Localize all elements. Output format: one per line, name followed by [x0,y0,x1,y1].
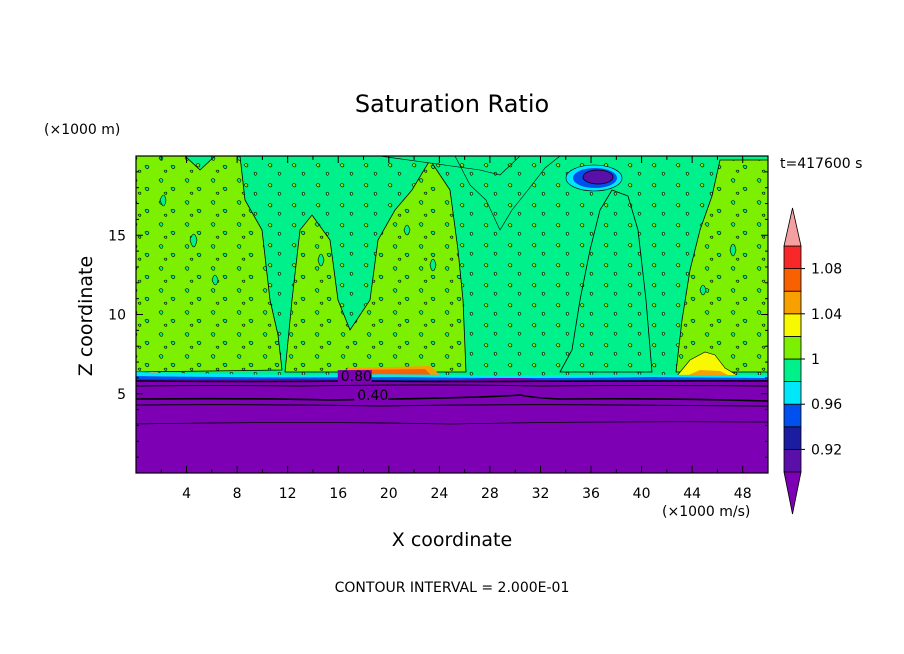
chart-title: Saturation Ratio [355,90,549,118]
time-label: t=417600 s [780,156,862,172]
colorbar-band [783,268,802,292]
colorbar-band [783,403,802,428]
x-tick-label: 36 [582,486,600,502]
x-tick-label: 16 [329,486,347,502]
contour-interval-label: CONTOUR INTERVAL = 2.000E-01 [335,580,570,596]
colorbar-label: 1.08 [811,262,842,278]
y-tick-label: 5 [117,387,126,403]
y-tick-label: 10 [108,308,126,324]
x-tick-label: 12 [279,486,297,502]
x-tick-label: 32 [532,486,550,502]
x-unit-label: (×1000 m/s) [662,504,750,520]
contour-label: 0.80 [341,369,372,385]
x-axis-title: X coordinate [392,529,512,551]
colorbar-band [783,290,802,315]
x-tick-label: 48 [734,486,752,502]
colorbar-band [783,245,802,270]
colorbar-label: 1.04 [811,307,842,323]
x-tick-label: 28 [481,486,499,502]
contour-label-bg [337,370,372,385]
x-tick-label: 20 [380,486,398,502]
colorbar-band [783,358,802,383]
colorbar-label: 0.92 [811,442,842,458]
x-tick-label: 44 [683,486,701,502]
saturation-ratio-field [136,156,768,473]
colorbar-under-triangle [783,471,802,515]
x-tick-label: 24 [430,486,448,502]
contour-label-bg [354,389,389,404]
contour-label: 0.40 [357,388,388,404]
colorbar-over-triangle [783,207,802,247]
colorbar-label: 1 [811,352,820,368]
y-unit-label: (×1000 m) [44,122,120,138]
colorbar-band [783,313,802,337]
y-axis-title: Z coordinate [75,256,97,376]
colorbar: 0.92 0.96 1 1.04 1.08 [783,207,842,515]
y-tick-label: 15 [108,228,126,244]
x-tick-label: 4 [182,486,191,502]
colorbar-band [783,448,802,473]
colorbar-band [783,335,802,360]
x-tick-label: 8 [233,486,242,502]
colorbar-label: 0.96 [811,397,842,413]
x-tick-label: 40 [633,486,651,502]
colorbar-band [783,381,802,405]
colorbar-band [783,426,802,450]
